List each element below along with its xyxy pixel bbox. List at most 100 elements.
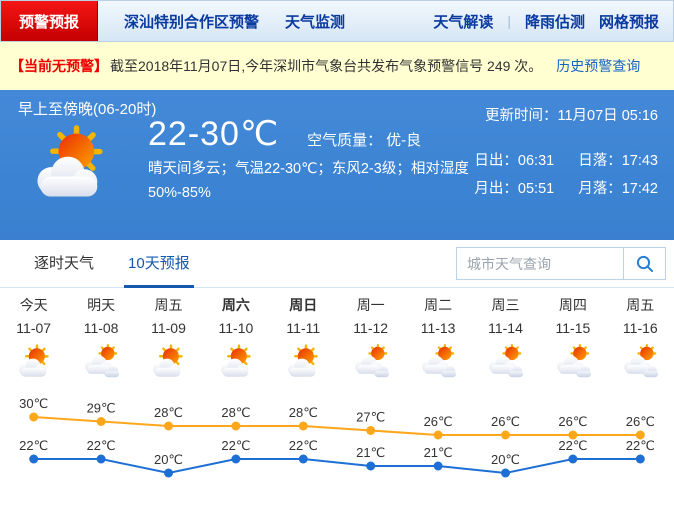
nav-right-links: 天气解读 | 降雨估测 网格预报 [419,1,673,41]
current-weather-summary: 22-30℃ 空气质量： 优-良 晴天间多云；气温22-30℃；东风2-3级；相对… [148,114,482,206]
svg-text:29℃: 29℃ [87,401,116,416]
day-name-row: 今天 明天 周五 周六 周日 周一 周二 周三 周四 周五 [0,288,674,315]
alert-notice-bar: 【当前无预警】 截至2018年11月07日,今年深圳市气象台共发布气象预警信号 … [0,42,674,90]
day-name: 周三 [491,297,520,313]
day-name: 周日 [289,297,318,313]
weather-description: 晴天间多云；气温22-30℃；东风2-3级；相对湿度50%-85% [148,161,469,201]
sunset-time: 日落：17:43 [578,153,658,169]
day-name: 周二 [424,297,453,313]
day-weather-icon [554,343,592,381]
temperature-range: 22-30℃ [148,115,280,153]
svg-text:22℃: 22℃ [558,438,587,453]
svg-text:28℃: 28℃ [154,405,183,420]
svg-text:26℃: 26℃ [626,414,655,429]
day-weather-icon [149,343,187,381]
forecast-tab-bar: 逐时天气 10天预报 [0,240,674,288]
day-date: 11-13 [420,320,456,336]
ten-day-forecast-section: 今天 明天 周五 周六 周日 周一 周二 周三 周四 周五 11-07 11-08 11-09 11-1… [0,288,674,506]
day-name: 周六 [221,297,250,313]
day-icon-cell [67,343,134,381]
day-date: 11-09 [151,320,186,336]
day-name: 周五 [154,297,183,313]
sun-moon-times: 日出：06:31 日落：17:43 月出：05:51 月落：17:42 [474,149,658,198]
day-icon-cell [337,343,404,381]
moonrise-time: 月出：05:51 [474,181,555,197]
svg-text:26℃: 26℃ [424,414,453,429]
svg-text:22℃: 22℃ [87,438,116,453]
day-icon-cell [404,343,471,381]
day-icon-cell [202,343,269,381]
day-name: 今天 [19,297,48,313]
sunrise-time: 日出：06:31 [474,153,555,169]
nav-left-links: 深汕特别合作区预警 天气监测 [98,1,345,41]
day-icon-cell [135,343,202,381]
temperature-chart: 30℃ 29℃ 28℃ 28℃ 28℃ 27℃ 26℃ 26℃ 26℃ 26℃ 22℃ 22℃ 20℃ 2… [19,396,655,478]
nav-item-shenshan[interactable]: 深汕特别合作区预警 [124,13,260,31]
day-weather-icon [82,343,120,381]
nav-item-weather-monitor[interactable]: 天气监测 [285,13,346,31]
update-time-value: 11月07日 05:16 [557,108,659,124]
day-weather-icon [217,343,255,381]
svg-text:22℃: 22℃ [19,438,48,453]
day-name: 周一 [356,297,385,313]
svg-text:21℃: 21℃ [424,445,453,460]
svg-text:22℃: 22℃ [289,438,318,453]
current-weather-icon [28,122,112,206]
svg-text:28℃: 28℃ [289,405,318,420]
day-weather-icon [284,343,322,381]
day-weather-icon [621,343,659,381]
day-date: 11-10 [218,320,254,336]
svg-text:22℃: 22℃ [221,438,250,453]
current-weather-panel: 早上至傍晚(06-20时) 22-30℃ 空气质量： 优-良 晴天间多云；气温22… [0,90,674,240]
day-date-row: 11-07 11-08 11-09 11-10 11-11 11-12 11-13 11-14… [0,315,674,336]
weather-icon-row [0,336,674,381]
air-quality-value: 优-良 [386,132,422,149]
update-time-row: 更新时间：11月07日 05:16 [474,104,658,125]
update-time-label: 更新时间： [485,108,558,124]
day-weather-icon [486,343,524,381]
alert-count-text: 截至2018年11月07日,今年深圳市气象台共发布气象预警信号 249 次。 [110,58,543,74]
day-icon-cell [472,343,539,381]
city-search-input[interactable] [457,248,623,279]
tab-hourly-weather[interactable]: 逐时天气 [34,254,95,272]
day-icon-cell [539,343,606,381]
nav-item-rain-estimate[interactable]: 降雨估测 [524,13,585,31]
history-alert-link[interactable]: 历史预警查询 [556,58,641,74]
search-button[interactable] [623,248,665,279]
city-search-box [456,247,666,280]
day-name: 周四 [558,297,587,313]
day-icon-cell [270,343,337,381]
day-weather-icon [419,343,457,381]
panel-right-info: 更新时间：11月07日 05:16 日出：06:31 日落：17:43 月出：0… [474,104,658,198]
nav-item-weather-explain[interactable]: 天气解读 [433,13,494,31]
nav-item-grid-forecast[interactable]: 网格预报 [598,13,659,31]
forecast-period-title: 早上至傍晚(06-20时) [18,101,157,118]
moonset-time: 月落：17:42 [578,181,658,197]
tab-10day-forecast[interactable]: 10天预报 [124,240,194,288]
svg-text:22℃: 22℃ [626,438,655,453]
svg-text:27℃: 27℃ [356,410,385,425]
day-date: 11-11 [286,320,321,336]
air-quality: 空气质量： 优-良 [307,129,421,150]
svg-text:30℃: 30℃ [19,396,48,411]
nav-separator: | [507,13,511,29]
svg-text:21℃: 21℃ [356,445,385,460]
day-name: 周五 [626,297,655,313]
no-alert-badge: 【当前无预警】 [10,58,108,74]
day-name: 明天 [87,297,116,313]
alert-forecast-button[interactable]: 预警预报 [1,1,98,41]
day-date: 11-08 [83,320,119,336]
search-icon [636,255,653,272]
day-date: 11-14 [488,320,523,336]
day-weather-icon [15,343,53,381]
day-icon-cell [607,343,674,381]
day-date: 11-12 [353,320,389,336]
svg-text:20℃: 20℃ [154,452,183,467]
day-date: 11-15 [555,320,591,336]
svg-text:26℃: 26℃ [491,414,520,429]
day-icon-cell [0,343,67,381]
top-navigation: 预警预报 深汕特别合作区预警 天气监测 天气解读 | 降雨估测 网格预报 [0,0,674,42]
svg-text:28℃: 28℃ [221,405,250,420]
day-weather-icon [352,343,390,381]
svg-text:26℃: 26℃ [558,414,587,429]
